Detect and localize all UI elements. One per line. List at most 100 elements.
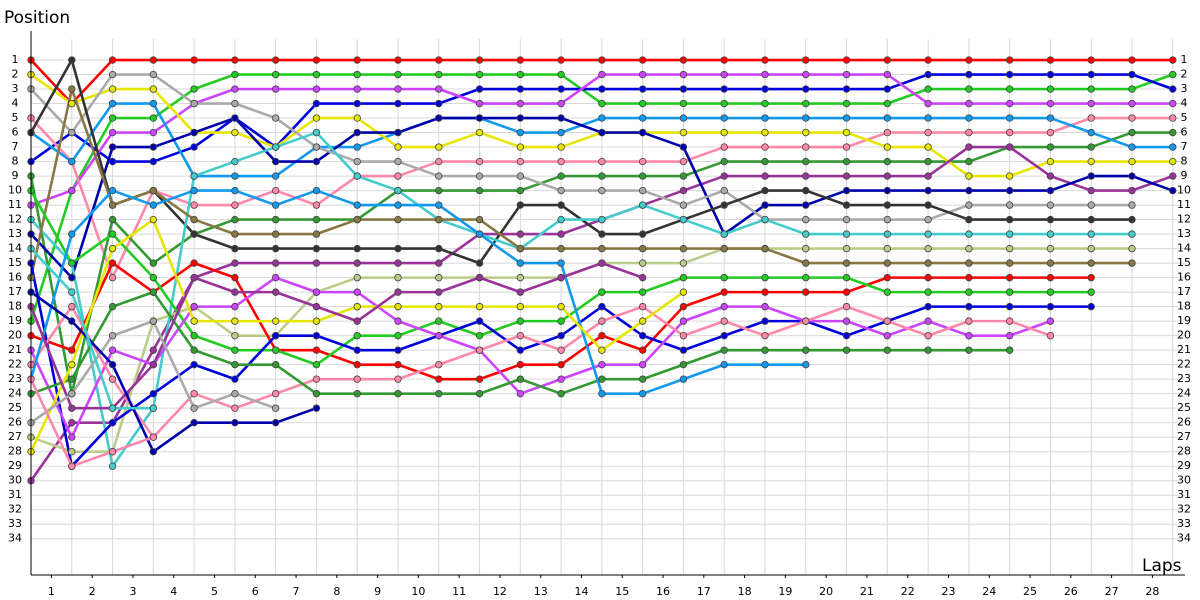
x-tick-label: 10: [411, 585, 425, 598]
point: [353, 215, 361, 224]
point: [394, 56, 402, 64]
point: [1087, 259, 1095, 267]
point: [679, 128, 688, 137]
point: [271, 230, 280, 238]
point: [149, 201, 158, 209]
point: [149, 70, 158, 79]
point: [516, 56, 525, 64]
point: [842, 128, 851, 137]
point: [1128, 230, 1136, 238]
point: [108, 404, 117, 412]
point: [231, 418, 239, 427]
point: [475, 331, 484, 340]
point: [516, 331, 525, 340]
point: [1005, 114, 1014, 122]
point: [883, 230, 892, 238]
point: [842, 230, 851, 238]
y-tick-label-right: 26: [1177, 416, 1191, 429]
y-tick-label: 12: [8, 213, 22, 226]
point: [1128, 128, 1136, 137]
point: [68, 418, 76, 427]
y-tick-label-right: 14: [1177, 242, 1191, 255]
point: [435, 259, 443, 267]
point: [1046, 259, 1055, 267]
y-tick-label-right: 34: [1177, 532, 1191, 545]
point: [435, 389, 443, 398]
y-tick-label-right: 29: [1177, 459, 1191, 472]
point: [435, 360, 443, 369]
point: [1046, 172, 1055, 180]
series-line: [30, 291, 317, 453]
point: [271, 331, 280, 340]
point: [353, 56, 361, 64]
point: [108, 331, 117, 340]
point: [1169, 70, 1177, 79]
point: [1169, 56, 1177, 64]
point: [638, 172, 647, 180]
y-tick-label-right: 10: [1177, 184, 1191, 197]
point: [557, 215, 565, 224]
series-line: [29, 261, 644, 410]
point: [108, 70, 117, 79]
point: [842, 99, 851, 108]
point: [557, 302, 565, 311]
point: [516, 114, 525, 122]
y-tick-label: 20: [8, 329, 22, 342]
point: [1087, 114, 1095, 122]
point: [802, 215, 810, 224]
point: [190, 186, 198, 195]
point: [1046, 128, 1055, 137]
point: [312, 259, 321, 267]
point: [68, 230, 76, 238]
point: [312, 244, 321, 253]
y-tick-label-right: 11: [1177, 198, 1191, 211]
y-tick-label: 9: [12, 169, 19, 182]
point: [271, 114, 280, 122]
point: [802, 128, 810, 137]
point: [1005, 259, 1014, 267]
point: [394, 360, 402, 369]
x-tick-label: 24: [982, 585, 996, 598]
point: [598, 186, 606, 195]
point: [149, 56, 158, 64]
point: [149, 259, 158, 267]
point: [475, 273, 484, 282]
point: [802, 157, 810, 166]
point: [761, 302, 769, 311]
point: [965, 70, 973, 79]
point: [1087, 302, 1095, 311]
point: [435, 201, 443, 209]
point: [68, 273, 76, 282]
point: [924, 215, 932, 224]
point: [924, 273, 932, 282]
point: [68, 360, 76, 369]
point: [435, 302, 443, 311]
point: [720, 244, 728, 253]
point: [190, 404, 198, 412]
y-tick-label: 8: [12, 155, 19, 168]
point: [231, 186, 239, 195]
x-tick-label: 18: [738, 585, 752, 598]
point: [1128, 85, 1136, 93]
point: [394, 215, 402, 224]
point: [475, 215, 484, 224]
point: [720, 99, 728, 108]
point: [353, 99, 361, 108]
point: [394, 201, 402, 209]
point: [638, 114, 647, 122]
x-tick-label: 22: [901, 585, 915, 598]
point: [394, 157, 402, 166]
point: [557, 143, 565, 151]
point: [638, 157, 647, 166]
point: [394, 273, 402, 282]
point: [271, 143, 280, 151]
point: [1005, 331, 1014, 340]
point: [1087, 186, 1095, 195]
point: [394, 389, 402, 398]
point: [1087, 128, 1095, 137]
point: [679, 157, 688, 166]
point: [557, 85, 565, 93]
point: [761, 317, 769, 325]
point: [149, 389, 158, 398]
x-tick-label: 2: [89, 585, 96, 598]
